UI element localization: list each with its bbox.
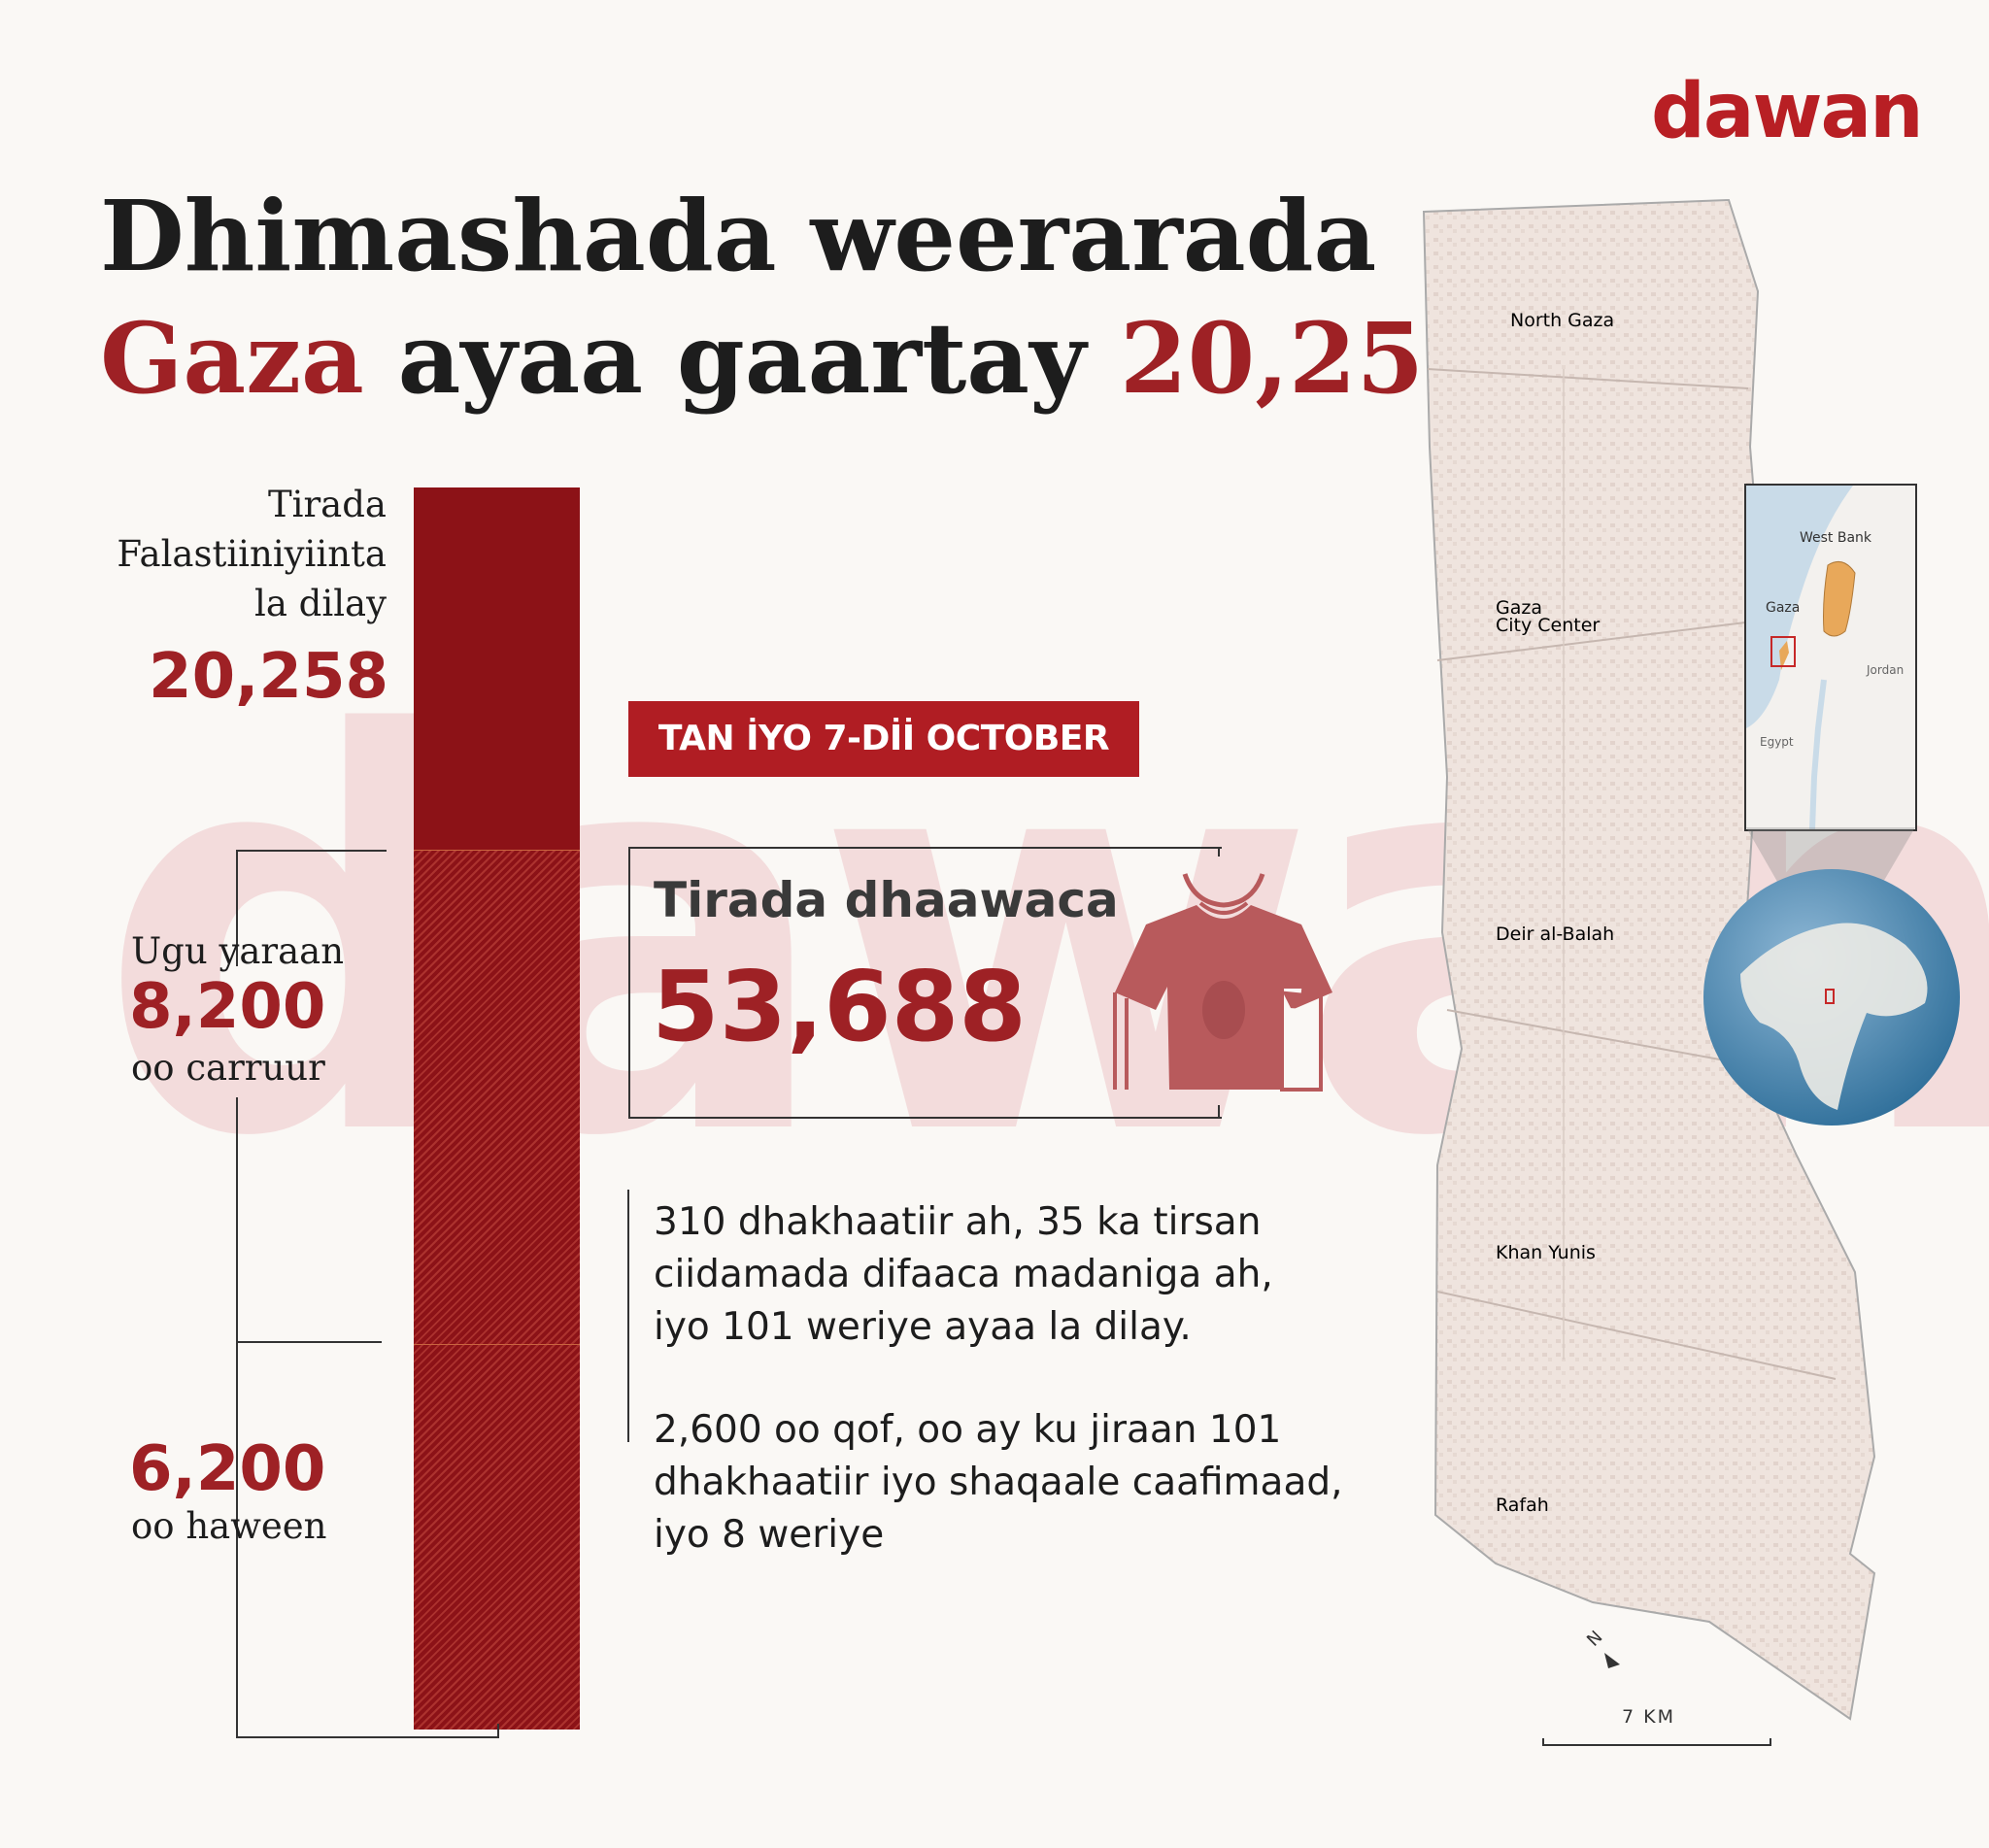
map-label-rafah: Rafah	[1496, 1495, 1549, 1516]
bracket-bottom-line	[236, 1736, 499, 1738]
paragraph-1-line-1: 310 dhakhaatiir ah, 35 ka tirsan	[654, 1200, 1262, 1244]
injured-box-tick-top	[1218, 847, 1220, 857]
killed-label-line-2: Falastiiniyiinta	[117, 533, 387, 575]
bracket-lower	[236, 1097, 238, 1738]
women-suffix: oo haween	[131, 1505, 327, 1547]
injured-label: Tirada dhaawaca	[654, 872, 1119, 928]
killed-label-line-1: Tirada	[267, 484, 387, 525]
children-count: 8,200	[129, 971, 326, 1043]
children-prefix: Ugu yaraan	[131, 930, 345, 972]
bar-divider-children	[414, 850, 580, 851]
paragraph-1-line-2: ciidamada difaaca madaniga ah,	[654, 1253, 1273, 1296]
killed-bar-women-children	[414, 850, 580, 1730]
paragraph-2-line-1: 2,600 oo qof, oo ay ku jiraan 101	[654, 1408, 1282, 1452]
bracket-children-upper	[236, 850, 238, 966]
inset-label-west-bank: West Bank	[1800, 530, 1872, 546]
killed-label-line-3: la dilay	[254, 583, 387, 624]
bracket-top-line	[236, 850, 387, 852]
inset-label-gaza: Gaza	[1766, 600, 1800, 616]
injured-count: 53,688	[652, 950, 1027, 1063]
injured-box-tick-bottom	[1218, 1105, 1220, 1117]
killed-bar-other	[414, 487, 580, 850]
globe-icon	[1703, 869, 1960, 1126]
title-middle: ayaa gaartay	[397, 301, 1087, 416]
women-count: 6,200	[129, 1433, 326, 1505]
bar-divider-women	[414, 1344, 580, 1345]
injured-box	[628, 847, 1222, 1119]
paragraph-2-line-2: dhakhaatiir iyo shaqaale caafimaad,	[654, 1461, 1343, 1504]
map-label-north-gaza: North Gaza	[1510, 310, 1614, 331]
paragraph-rule	[627, 1190, 629, 1442]
inset-label-jordan: Jordan	[1866, 663, 1904, 677]
north-arrow-icon	[1604, 1653, 1620, 1668]
paragraph-1-line-3: iyo 101 weriye ayaa la dilay.	[654, 1305, 1192, 1349]
paragraph-killed-staff: 310 dhakhaatiir ah, 35 ka tirsan ciidama…	[654, 1196, 1392, 1354]
brand-logo: dawan	[1651, 68, 1924, 155]
map-label-city-center: City Center	[1496, 615, 1600, 636]
paragraph-2-line-3: iyo 8 weriye	[654, 1513, 885, 1557]
map-label-deir-al-balah: Deir al-Balah	[1496, 924, 1614, 945]
since-date-tag: TAN İYO 7-Dİİ OCTOBER	[628, 701, 1139, 777]
bracket-mid-line	[236, 1341, 382, 1343]
paragraph-injured-staff: 2,600 oo qof, oo ay ku jiraan 101 dhakha…	[654, 1404, 1392, 1562]
map-label-gaza: Gaza	[1496, 597, 1542, 619]
map-label-khan-yunis: Khan Yunis	[1496, 1242, 1596, 1263]
title-line-2: Gaza ayaa gaartay 20,258	[100, 297, 1492, 420]
page-title: Dhimashada weerarada Gaza ayaa gaartay 2…	[100, 175, 1492, 420]
bracket-bottom-tick	[497, 1724, 499, 1738]
killed-count: 20,258	[149, 641, 388, 713]
killed-label: Tirada Falastiiniyiinta la dilay	[37, 480, 387, 628]
scale-label: 7 KM	[1622, 1706, 1675, 1728]
injured-shirt-icon	[1113, 873, 1332, 1092]
title-line-1: Dhimashada weerarada	[100, 179, 1377, 293]
scale-bar	[1542, 1738, 1771, 1746]
title-gaza: Gaza	[100, 301, 364, 416]
children-suffix: oo carruur	[131, 1047, 325, 1089]
inset-region-map: West Bank Gaza Jordan Egypt	[1744, 484, 1917, 831]
north-arrow-label: N	[1583, 1627, 1606, 1650]
inset-label-egypt: Egypt	[1760, 735, 1794, 749]
